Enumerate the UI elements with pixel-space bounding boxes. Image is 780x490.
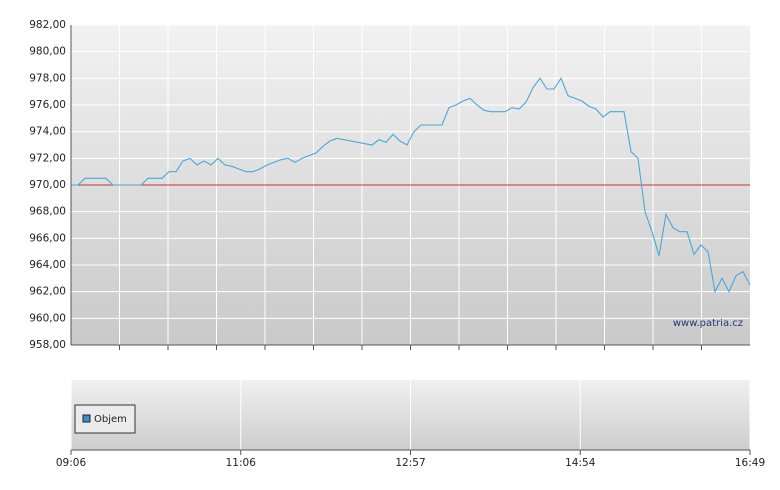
marks <box>71 77 751 294</box>
x-tick-label: 16:49 <box>735 457 765 469</box>
y-tick-label: 960,00 <box>29 312 66 324</box>
y-tick-label: 968,00 <box>29 206 66 218</box>
y-tick-label: 958,00 <box>29 339 66 351</box>
y-tick-label: 970,00 <box>29 179 66 191</box>
y-tick-label: 962,00 <box>29 286 66 298</box>
price-line <box>71 77 751 294</box>
watermark: www.patria.cz <box>673 318 743 329</box>
x-tick-label: 09:06 <box>56 457 87 469</box>
y-tick-label: 978,00 <box>29 72 66 84</box>
legend-label: Objem <box>94 414 127 425</box>
y-tick-label: 972,00 <box>29 152 66 164</box>
y-tick-label: 964,00 <box>29 259 66 271</box>
y-tick-label: 976,00 <box>29 99 66 111</box>
x-tick-label: 12:57 <box>395 457 425 469</box>
legend-swatch <box>82 414 91 423</box>
x-tick-label: 11:06 <box>226 457 257 469</box>
x-tick-label: 14:54 <box>565 457 596 469</box>
y-tick-label: 980,00 <box>29 46 66 58</box>
y-tick-label: 966,00 <box>29 232 66 244</box>
y-tick-label: 974,00 <box>29 126 66 138</box>
y-tick-label: 982,00 <box>29 19 66 31</box>
